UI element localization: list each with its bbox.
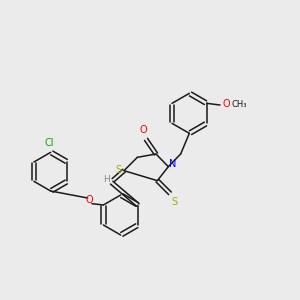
Text: Cl: Cl xyxy=(44,138,54,148)
Text: S: S xyxy=(171,197,177,207)
Text: S: S xyxy=(116,165,122,175)
Text: CH₃: CH₃ xyxy=(232,100,247,109)
Text: N: N xyxy=(169,159,176,169)
Text: O: O xyxy=(222,99,230,109)
Text: O: O xyxy=(140,125,147,135)
Text: O: O xyxy=(85,195,93,205)
Text: H: H xyxy=(103,175,110,184)
